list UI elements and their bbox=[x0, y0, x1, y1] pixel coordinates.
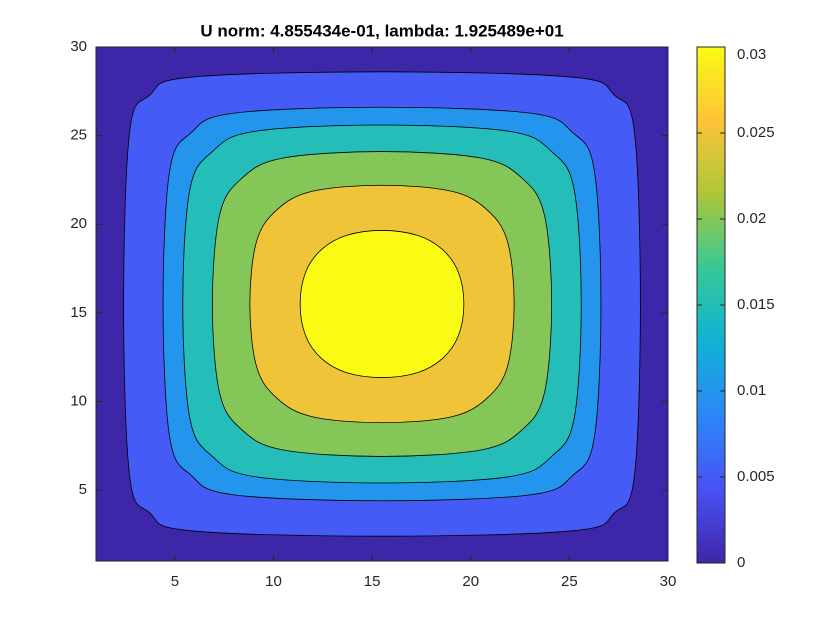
axes-box bbox=[95, 46, 669, 562]
x-tick-label: 20 bbox=[462, 573, 479, 590]
colorbar-tick-label: 0.025 bbox=[737, 124, 775, 141]
y-tick-label: 30 bbox=[70, 38, 87, 55]
x-tick-label: 15 bbox=[364, 573, 381, 590]
colorbar-tick-label: 0.03 bbox=[737, 46, 766, 63]
colorbar-tick-label: 0.015 bbox=[737, 296, 775, 313]
contour-region bbox=[299, 230, 465, 378]
colorbar-tick-label: 0.01 bbox=[737, 382, 766, 399]
x-tick-label: 5 bbox=[171, 573, 179, 590]
y-tick-label: 20 bbox=[70, 215, 87, 232]
x-tick-label: 25 bbox=[561, 573, 578, 590]
plot-area bbox=[96, 47, 668, 561]
colorbar-tick-label: 0 bbox=[737, 554, 745, 571]
x-tick-label: 10 bbox=[265, 573, 282, 590]
chart-title: U norm: 4.855434e-01, lambda: 1.925489e+… bbox=[200, 21, 563, 40]
x-tick-label: 30 bbox=[660, 573, 677, 590]
y-tick-label: 5 bbox=[79, 481, 87, 498]
y-tick-label: 15 bbox=[70, 304, 87, 321]
y-tick-label: 10 bbox=[70, 392, 87, 409]
y-tick-label: 25 bbox=[70, 127, 87, 144]
colorbar-tick-label: 0.005 bbox=[737, 468, 775, 485]
colorbar-tick-label: 0.02 bbox=[737, 210, 766, 227]
